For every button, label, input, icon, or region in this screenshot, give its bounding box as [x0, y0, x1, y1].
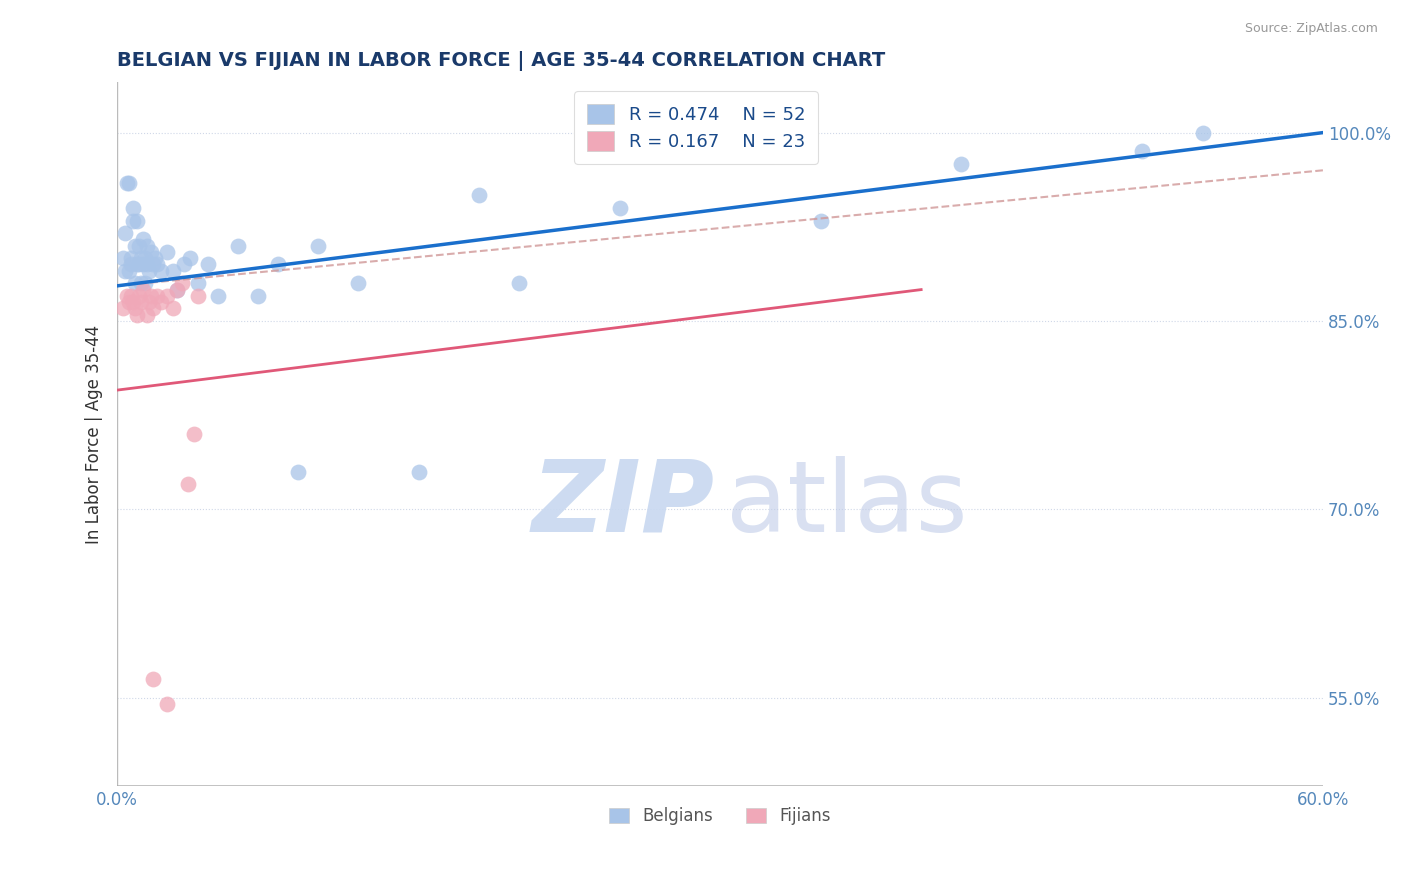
Point — [131, 295, 153, 310]
Point — [132, 232, 155, 246]
Point — [508, 277, 530, 291]
Point — [128, 258, 150, 272]
Point — [176, 477, 198, 491]
Point — [142, 258, 165, 272]
Point — [609, 201, 631, 215]
Point — [134, 251, 156, 265]
Point — [1191, 126, 1213, 140]
Text: BELGIAN VS FIJIAN IN LABOR FORCE | AGE 35-44 CORRELATION CHART: BELGIAN VS FIJIAN IN LABOR FORCE | AGE 3… — [117, 51, 886, 70]
Point — [118, 264, 141, 278]
Point — [136, 238, 159, 252]
Point — [115, 289, 138, 303]
Point — [124, 238, 146, 252]
Point — [146, 258, 169, 272]
Point — [132, 258, 155, 272]
Point — [145, 251, 167, 265]
Point — [347, 277, 370, 291]
Point — [114, 264, 136, 278]
Point — [810, 213, 832, 227]
Point — [118, 176, 141, 190]
Point — [127, 308, 149, 322]
Point — [207, 289, 229, 303]
Point — [287, 465, 309, 479]
Point — [141, 244, 163, 259]
Point — [127, 258, 149, 272]
Point — [950, 157, 973, 171]
Point — [112, 251, 135, 265]
Point — [179, 251, 201, 265]
Point — [120, 258, 142, 272]
Point — [112, 301, 135, 316]
Point — [124, 277, 146, 291]
Point — [1130, 145, 1153, 159]
Y-axis label: In Labor Force | Age 35-44: In Labor Force | Age 35-44 — [86, 325, 103, 543]
Point — [408, 465, 430, 479]
Point — [197, 258, 219, 272]
Point — [115, 176, 138, 190]
Point — [136, 308, 159, 322]
Point — [128, 289, 150, 303]
Point — [150, 295, 173, 310]
Point — [267, 258, 290, 272]
Point — [128, 238, 150, 252]
Point — [162, 301, 184, 316]
Point — [114, 226, 136, 240]
Point — [162, 264, 184, 278]
Point — [141, 289, 163, 303]
Point — [131, 251, 153, 265]
Point — [187, 289, 209, 303]
Point — [173, 258, 195, 272]
Point — [132, 283, 155, 297]
Point — [131, 277, 153, 291]
Point — [127, 213, 149, 227]
Point — [170, 277, 193, 291]
Point — [134, 277, 156, 291]
Point — [307, 238, 329, 252]
Point — [226, 238, 249, 252]
Point — [150, 264, 173, 278]
Point — [156, 697, 179, 711]
Point — [120, 251, 142, 265]
Point — [118, 295, 141, 310]
Point — [156, 244, 179, 259]
Point — [122, 201, 145, 215]
Point — [122, 213, 145, 227]
Point — [183, 427, 205, 442]
Point — [142, 672, 165, 686]
Point — [138, 295, 160, 310]
Point — [124, 301, 146, 316]
Point — [187, 277, 209, 291]
Point — [468, 188, 491, 202]
Point — [122, 295, 145, 310]
Text: ZIP: ZIP — [531, 456, 714, 553]
Point — [246, 289, 269, 303]
Point — [146, 289, 169, 303]
Point — [166, 283, 188, 297]
Point — [142, 301, 165, 316]
Point — [156, 289, 179, 303]
Point — [166, 283, 188, 297]
Point — [138, 264, 160, 278]
Legend: Belgians, Fijians: Belgians, Fijians — [600, 799, 839, 834]
Point — [120, 289, 142, 303]
Text: Source: ZipAtlas.com: Source: ZipAtlas.com — [1244, 22, 1378, 36]
Point — [136, 258, 159, 272]
Text: atlas: atlas — [725, 456, 967, 553]
